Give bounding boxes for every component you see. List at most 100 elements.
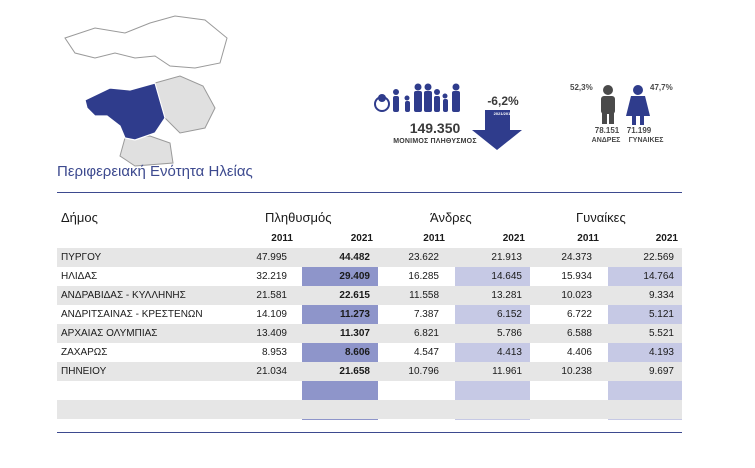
header-population-2021: 2021 — [350, 233, 373, 244]
table-row — [57, 400, 682, 419]
women-2021-cell: 4.193 — [648, 347, 674, 358]
population-2021-cell: 44.482 — [339, 252, 370, 263]
men-2021-cell: 14.645 — [491, 271, 522, 282]
men-2011-cell: 23.622 — [408, 252, 439, 263]
map-neighbor-south — [119, 135, 174, 167]
population-2021-cell: 11.273 — [339, 309, 370, 320]
population-2021-cell: 11.307 — [339, 328, 370, 339]
men-2021-cell: 6.152 — [496, 309, 522, 320]
men-2011-cell — [379, 381, 439, 400]
header-men-2021: 2021 — [502, 233, 525, 244]
men-2021-cell: 4.413 — [496, 347, 522, 358]
population-2011-cell: 21.034 — [256, 366, 287, 377]
municipality-cell: ΖΑΧΑΡΩΣ — [61, 347, 108, 358]
female-count: 71.199 — [626, 126, 652, 135]
municipality-cell: ΠΥΡΓΟΥ — [61, 252, 102, 263]
women-2021-cell: 9.334 — [648, 290, 674, 301]
map-neighbor-north — [64, 15, 228, 69]
total-population-label: ΜΟΝΙΜΟΣ ΠΛΗΘΥΣΜΟΣ — [393, 138, 477, 145]
map-region-ilia — [84, 82, 166, 141]
population-infographic — [374, 83, 650, 150]
men-2011-cell: 16.285 — [408, 271, 439, 282]
header-women: Γυναίκες — [576, 210, 626, 225]
population-2011-cell: 13.409 — [256, 328, 287, 339]
men-2021-cell: 13.281 — [491, 290, 522, 301]
total-population: 149.350 — [409, 120, 461, 136]
women-2021-cell: 5.521 — [648, 328, 674, 339]
women-2011-cell: 6.722 — [566, 309, 592, 320]
men-2021-cell — [462, 400, 522, 419]
header-women-2021: 2021 — [655, 233, 678, 244]
population-2021-cell — [310, 381, 370, 400]
female-icon — [626, 85, 650, 125]
table-row: ΑΡΧΑΙΑΣ ΟΛΥΜΠΙΑΣ 13.409 11.307 6.821 5.786 6.… — [57, 324, 682, 343]
men-2021-cell: 11.961 — [492, 366, 522, 377]
female-label: ΓΥΝΑΙΚΕΣ — [628, 137, 664, 144]
population-2011-cell: 8.953 — [261, 347, 287, 358]
male-percentage: 52,3% — [570, 83, 593, 92]
municipality-cell: ΑΡΧΑΙΑΣ ΟΛΥΜΠΙΑΣ — [61, 328, 158, 339]
municipality-cell: ΗΛΙΔΑΣ — [61, 271, 98, 282]
municipality-cell: ΑΝΔΡΙΤΣΑΙΝΑΣ - ΚΡΕΣΤΕΝΩΝ — [61, 309, 203, 320]
female-percentage: 47,7% — [650, 83, 673, 92]
table-row: ΠΗΝΕΙΟΥ 21.034 21.658 10.796 11.961 10.238 9.6… — [57, 362, 682, 381]
women-2011-cell: 4.406 — [566, 347, 592, 358]
male-icon — [601, 85, 615, 124]
table-row — [57, 381, 682, 400]
municipality-cell: ΑΝΔΡΑΒΙΔΑΣ - ΚΥΛΛΗΝΗΣ — [61, 290, 186, 301]
population-change: -6,2% — [487, 94, 519, 108]
page-title: Περιφερειακή Ενότητα Ηλείας — [57, 163, 253, 180]
population-2021-cell: 21.658 — [339, 366, 370, 377]
women-2011-cell: 10.238 — [561, 366, 592, 377]
header-municipality: Δήμος — [61, 210, 98, 225]
population-2021-cell: 22.615 — [339, 290, 370, 301]
women-2021-cell: 22.569 — [643, 252, 674, 263]
people-icon — [374, 83, 460, 112]
population-2011-cell: 21.581 — [256, 290, 287, 301]
men-2011-cell — [379, 400, 439, 419]
population-2011-cell — [227, 400, 287, 419]
table-row: ΗΛΙΔΑΣ 32.219 29.409 16.285 14.645 15.934 14.7… — [57, 267, 682, 286]
men-2011-cell: 4.547 — [413, 347, 439, 358]
women-2021-cell — [614, 400, 674, 419]
map-neighbor-east — [154, 75, 216, 134]
population-change-years: 2021/2011 — [493, 111, 513, 116]
population-2011-cell: 47.995 — [256, 252, 287, 263]
men-2021-cell: 21.913 — [491, 252, 522, 263]
men-2011-cell: 11.558 — [409, 290, 439, 301]
population-2011-cell: 14.109 — [256, 309, 287, 320]
down-arrow-icon — [472, 110, 522, 150]
women-2021-cell: 9.697 — [648, 366, 674, 377]
population-2021-cell — [310, 400, 370, 419]
women-2011-cell: 6.588 — [566, 328, 592, 339]
table-bottom-divider — [57, 432, 682, 433]
population-2021-cell: 8.606 — [344, 347, 370, 358]
women-2011-cell: 24.373 — [561, 252, 592, 263]
men-2011-cell: 10.796 — [408, 366, 439, 377]
men-2011-cell: 7.387 — [413, 309, 439, 320]
header-men: Άνδρες — [430, 210, 472, 225]
men-2021-cell — [462, 381, 522, 400]
region-map — [64, 15, 228, 167]
title-divider — [57, 192, 682, 193]
women-2021-cell: 5.121 — [648, 309, 674, 320]
population-2011-cell — [227, 381, 287, 400]
header-women-2011: 2011 — [577, 233, 599, 244]
table-row: ΖΑΧΑΡΩΣ 8.953 8.606 4.547 4.413 4.406 4.193 — [57, 343, 682, 362]
population-2011-cell: 32.219 — [256, 271, 287, 282]
men-2011-cell: 6.821 — [413, 328, 439, 339]
men-2021-cell: 5.786 — [496, 328, 522, 339]
table-row: ΠΥΡΓΟΥ 47.995 44.482 23.622 21.913 24.373 22.5… — [57, 248, 682, 267]
table-row: ΑΝΔΡΑΒΙΔΑΣ - ΚΥΛΛΗΝΗΣ 21.581 22.615 11.558 1… — [57, 286, 682, 305]
women-2011-cell — [532, 381, 592, 400]
women-2011-cell — [532, 400, 592, 419]
header-population: Πληθυσμός — [265, 210, 332, 225]
male-label: ΑΝΔΡΕΣ — [591, 137, 621, 144]
population-2021-cell: 29.409 — [339, 271, 370, 282]
table-row: ΑΝΔΡΙΤΣΑΙΝΑΣ - ΚΡΕΣΤΕΝΩΝ 14.109 11.273 7.38… — [57, 305, 682, 324]
women-2021-cell — [614, 381, 674, 400]
women-2021-cell: 14.764 — [643, 271, 674, 282]
women-2011-cell: 10.023 — [561, 290, 592, 301]
header-men-2011: 2011 — [423, 233, 445, 244]
municipality-cell: ΠΗΝΕΙΟΥ — [61, 366, 107, 377]
